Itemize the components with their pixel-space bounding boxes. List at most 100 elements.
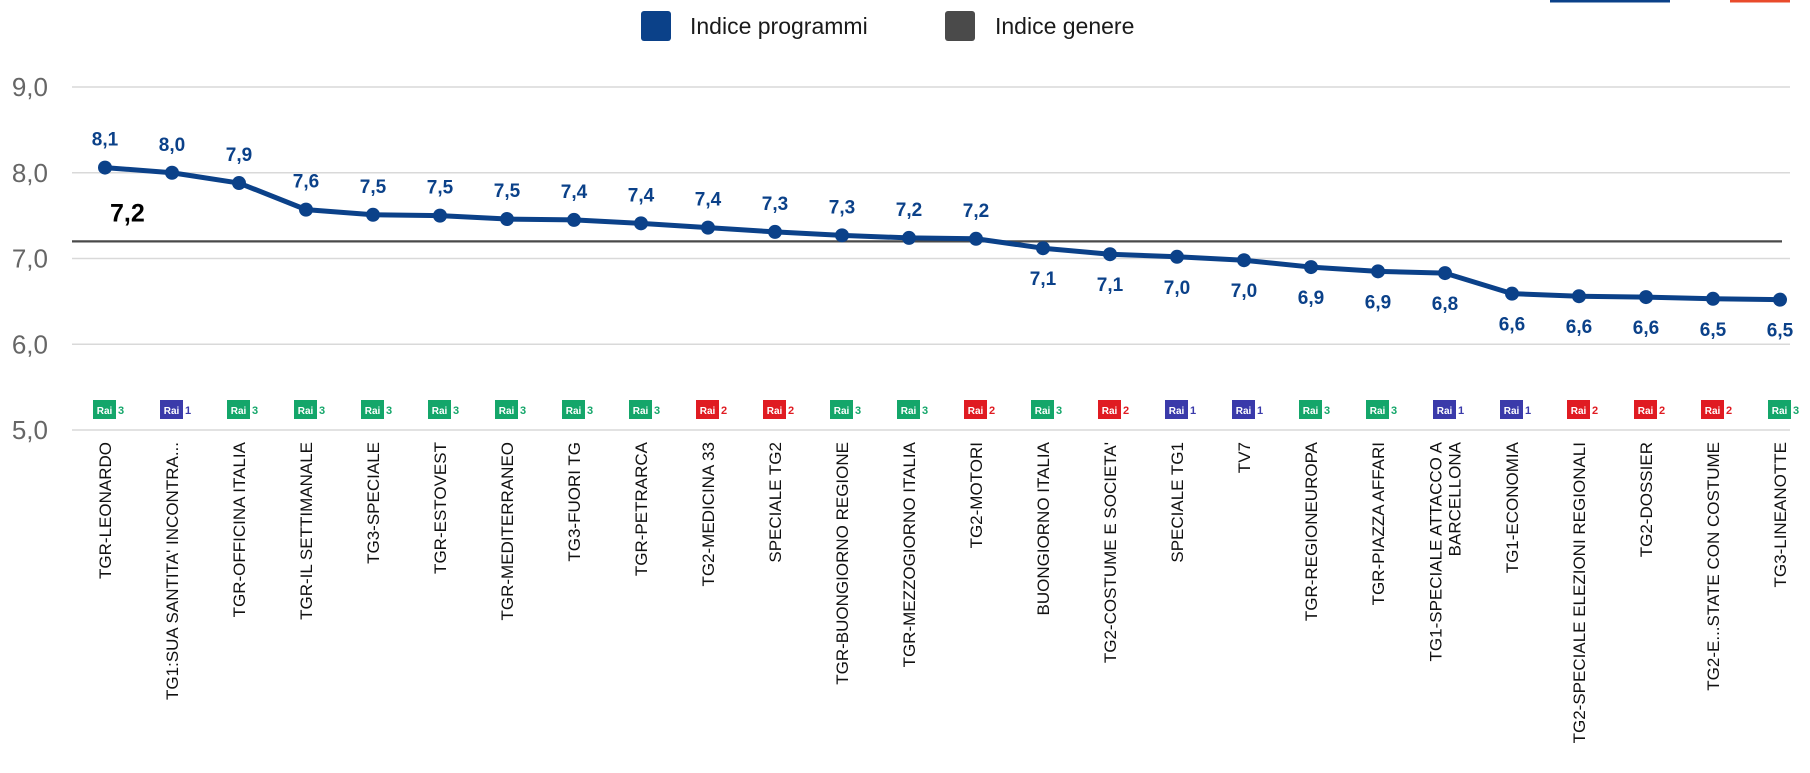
x-tick-label-line: TGR-PETRARCA [632,441,651,576]
channel-logo-rai1: Rai 1 [160,400,191,419]
channel-logo-badge [763,400,786,419]
channel-logo-badge [1098,400,1121,419]
channel-logo-text: Rai [901,406,917,417]
channel-logo-rai3: Rai 3 [93,400,124,419]
x-tick-label-line: TG2-E...STATE CON COSTUME [1704,442,1723,691]
channel-logo-text: Rai [1638,406,1654,417]
x-tick-label: TGR-OFFICINA ITALIA [230,441,249,617]
channel-logo-number: 1 [185,405,191,417]
data-points [98,160,1787,307]
data-label: 7,1 [1030,269,1057,290]
data-point [433,208,447,223]
y-tick-label: 6,0 [12,329,48,359]
channel-logo-text: Rai [968,406,984,417]
channel-logo-badge [1299,400,1322,419]
reference-line-label: 7,2 [110,199,145,227]
channel-logo-number: 2 [1659,405,1665,417]
channel-logo-text: Rai [432,406,448,417]
data-label: 6,6 [1566,317,1592,338]
x-tick-label-line: TG2-DOSSIER [1637,442,1656,557]
data-label: 6,6 [1499,315,1525,336]
channel-logos: Rai 3 Rai 1 Rai 3 Rai 3 Rai 3 Rai 3 Rai 3 Rai 3 Rai 3 Rai 2… [93,400,1799,419]
data-label: 7,6 [293,172,319,193]
x-tick-label: TG1-ECONOMIA [1503,441,1522,573]
data-point [1438,266,1452,281]
data-label: 7,4 [695,190,722,211]
channel-logo-badge [294,400,317,419]
data-label: 6,8 [1432,294,1458,315]
channel-logo-number: 3 [587,405,593,417]
channel-logo-badge [629,400,652,419]
x-tick-label-line: TGR-MEDITERRANEO [498,442,517,621]
x-tick-label: TGR-REGIONEUROPA [1302,441,1321,621]
x-tick-label-line: TGR-REGIONEUROPA [1302,441,1321,621]
y-tick-label: 8,0 [12,158,48,188]
x-tick-label-line: TGR-PIAZZA AFFARI [1369,442,1388,605]
channel-logo-text: Rai [1772,406,1788,417]
channel-logo-text: Rai [1504,406,1520,417]
channel-logo-number: 1 [1525,405,1531,417]
channel-logo-text: Rai [231,406,247,417]
x-tick-label: TG2-MEDICINA 33 [699,442,718,587]
data-label: 7,0 [1231,281,1257,302]
channel-logo-badge [1031,400,1054,419]
data-point [299,202,313,217]
x-tick-label: SPECIALE TG1 [1168,442,1187,563]
channel-logo-rai1: Rai 1 [1232,400,1263,419]
x-tick-label: TGR-BUONGIORNO REGIONE [833,442,852,685]
data-point [165,165,179,180]
data-point [366,207,380,222]
x-axis-ticks: TGR-LEONARDO TG1:SUA SANTITA' INCONTRA...… [96,441,1790,743]
reference-line: 7,2 [72,199,1782,243]
channel-logo-number: 3 [1324,405,1330,417]
channel-logo-rai3: Rai 3 [897,400,928,419]
data-point [567,212,581,227]
data-point [98,160,112,175]
x-tick-label-line: TG1-SPECIALE ATTACCO A [1427,441,1446,661]
channel-logo-badge [897,400,920,419]
data-label: 6,9 [1298,288,1324,309]
channel-logo-number: 2 [1592,405,1598,417]
x-tick-label: SPECIALE TG2 [766,442,785,563]
channel-logo-badge [1433,400,1456,419]
channel-logo-number: 2 [989,405,995,417]
x-tick-label: TGR-LEONARDO [96,442,115,579]
data-point [1304,260,1318,275]
data-label: 7,0 [1164,278,1190,299]
data-point [232,176,246,191]
x-tick-label: TG1-SPECIALE ATTACCO A BARCELLONA [1427,441,1465,661]
data-label: 6,5 [1700,320,1727,341]
channel-logo-rai3: Rai 3 [830,400,861,419]
channel-logo-number: 2 [1123,405,1129,417]
channel-logo-number: 1 [1458,405,1464,417]
channel-logo-badge [1165,400,1188,419]
channel-logo-text: Rai [1303,406,1319,417]
x-tick-label-line: TG2-SPECIALE ELEZIONI REGIONALI [1570,442,1589,743]
channel-logo-rai3: Rai 3 [1031,400,1062,419]
channel-logo-rai2: Rai 2 [1567,400,1598,419]
data-point [1371,264,1385,279]
channel-logo-number: 3 [654,405,660,417]
series-line [102,165,1783,303]
channel-logo-rai3: Rai 3 [294,400,325,419]
data-label: 7,5 [360,177,387,198]
channel-logo-badge [1567,400,1590,419]
x-tick-label-line: BARCELLONA [1446,441,1465,556]
channel-logo-number: 2 [721,405,727,417]
channel-logo-badge [562,400,585,419]
legend-label-genere: Indice genere [995,13,1134,39]
x-tick-label: TV7 [1235,442,1254,473]
x-tick-label-line: TV7 [1235,442,1254,473]
x-tick-label-line: TGR-OFFICINA ITALIA [230,441,249,617]
channel-logo-text: Rai [566,406,582,417]
data-point [1036,241,1050,256]
channel-logo-text: Rai [1035,406,1051,417]
x-tick-label: TG2-E...STATE CON COSTUME [1704,442,1723,691]
data-point [634,216,648,231]
channel-logo-text: Rai [1571,406,1587,417]
data-label: 8,1 [92,130,119,151]
channel-logo-badge [1634,400,1657,419]
channel-logo-number: 1 [1190,405,1196,417]
x-tick-label-line: TGR-ESTOVEST [431,442,450,574]
channel-logo-text: Rai [767,406,783,417]
